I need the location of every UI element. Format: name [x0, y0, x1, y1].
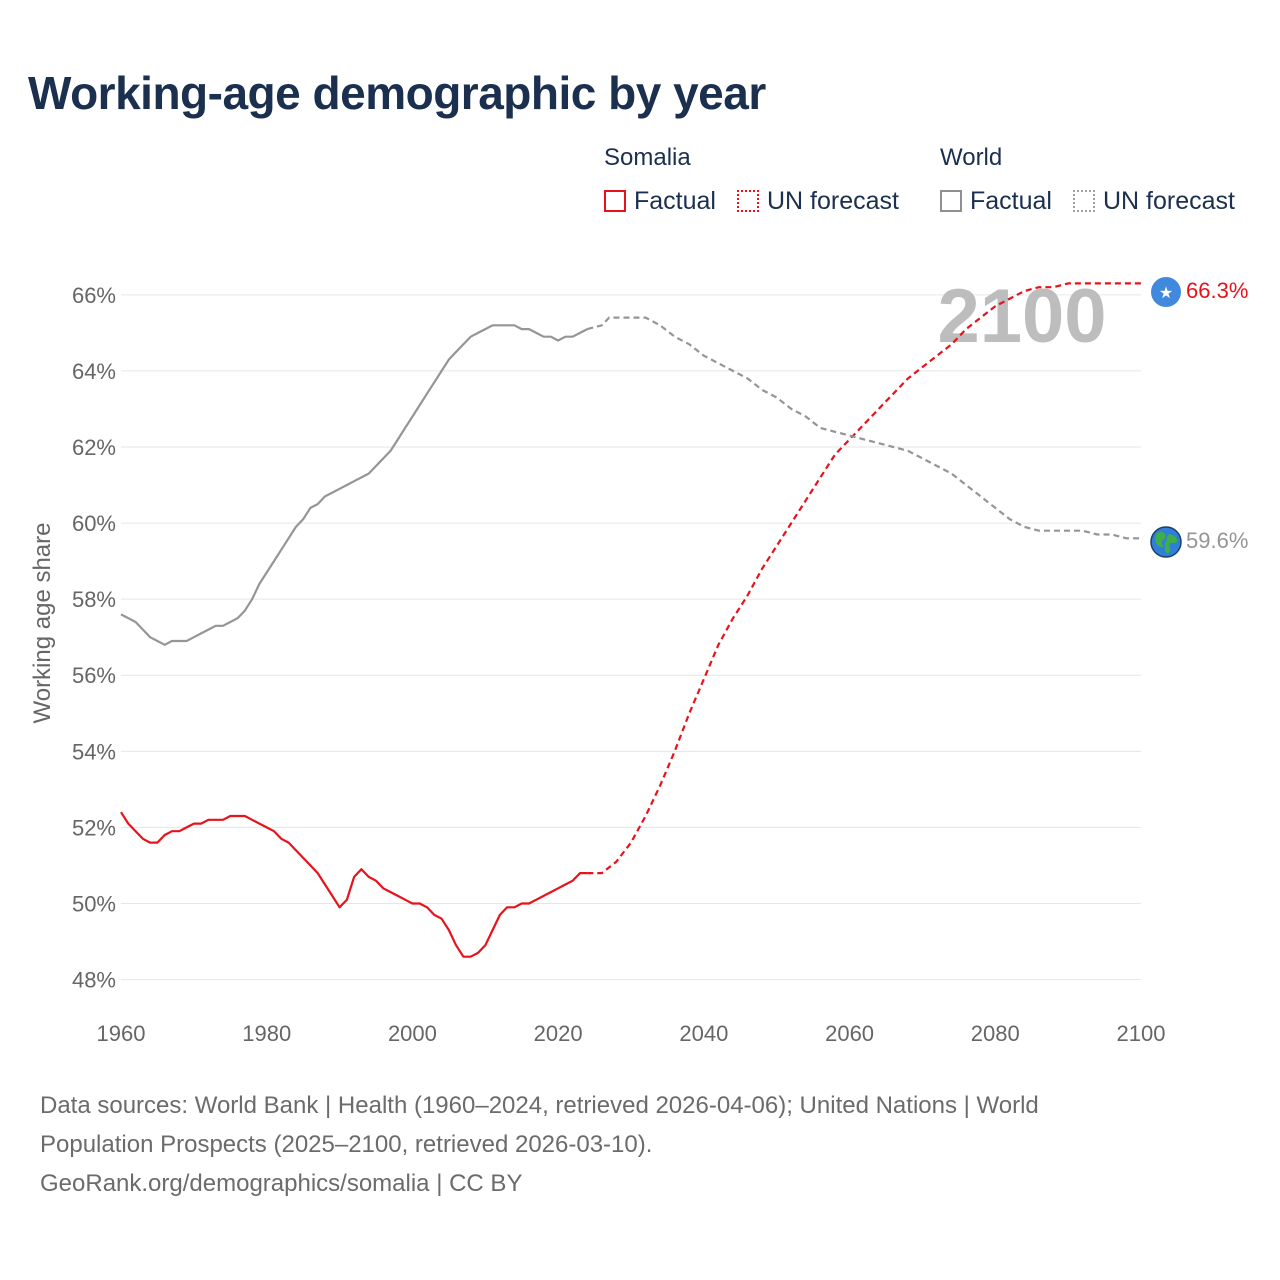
legend-swatch-somalia-factual — [604, 190, 626, 212]
legend-world-forecast-label: UN forecast — [1103, 186, 1235, 215]
globe-icon — [1150, 526, 1182, 558]
y-tick-label: 56% — [72, 663, 116, 688]
line-chart: 2100 48% 50% 52% 54% 56% 58% 60% 62% 64% 66% 1960… — [29, 274, 1248, 1046]
y-tick-label: 66% — [72, 283, 116, 308]
legend-somalia-factual-label: Factual — [634, 186, 716, 215]
footer-source-line-1: Data sources: World Bank | Health (1960–… — [40, 1092, 1039, 1119]
legend-somalia-factual[interactable]: Factual — [604, 186, 716, 216]
x-tick-label: 2020 — [534, 1021, 583, 1046]
x-tick-label: 2060 — [825, 1021, 874, 1046]
x-tick-label: 2100 — [1117, 1021, 1166, 1046]
y-tick-label: 62% — [72, 435, 116, 460]
somalia-flag-icon: ★ — [1151, 277, 1181, 307]
legend-somalia-forecast[interactable]: UN forecast — [737, 186, 899, 216]
year-overlay: 2100 — [937, 274, 1106, 359]
legend-swatch-somalia-forecast — [737, 190, 759, 212]
x-tick-label: 2000 — [388, 1021, 437, 1046]
series-lines — [120, 282, 1141, 958]
y-tick-label: 52% — [72, 815, 116, 840]
series-world-factual-line — [120, 324, 588, 646]
legend-somalia-label: Somalia — [604, 144, 691, 171]
gridlines — [121, 294, 1141, 981]
series-world-forecast-line — [587, 316, 1141, 540]
footer-source-line-2: Population Prospects (2025–2100, retriev… — [40, 1131, 653, 1158]
x-tick-label: 1980 — [242, 1021, 291, 1046]
legend-swatch-world-forecast — [1073, 190, 1095, 212]
legend-somalia-forecast-label: UN forecast — [767, 186, 899, 215]
footer: Data sources: World Bank | Health (1960–… — [40, 1086, 1240, 1203]
y-tick-label: 58% — [72, 587, 116, 612]
x-tick-label: 1960 — [97, 1021, 146, 1046]
legend-world-factual[interactable]: Factual — [940, 186, 1052, 216]
legend-world-label: World — [940, 144, 1003, 171]
legend-swatch-world-factual — [940, 190, 962, 212]
y-tick-label: 64% — [72, 359, 116, 384]
y-tick-label: 54% — [72, 739, 116, 764]
x-tick-label: 2080 — [971, 1021, 1020, 1046]
y-tick-label: 60% — [72, 511, 116, 536]
svg-text:★: ★ — [1159, 283, 1173, 302]
somalia-end-label: 66.3% — [1186, 278, 1248, 303]
series-somalia-forecast-line — [587, 282, 1141, 875]
y-tick-label: 50% — [72, 891, 116, 916]
legend-world-forecast[interactable]: UN forecast — [1073, 186, 1235, 216]
footer-attribution: GeoRank.org/demographics/somalia | CC BY — [40, 1170, 523, 1197]
legend-world-factual-label: Factual — [970, 186, 1052, 215]
y-axis-title: Working age share — [29, 523, 56, 724]
series-somalia-factual-line — [120, 811, 588, 958]
x-tick-label: 2040 — [679, 1021, 728, 1046]
x-axis-ticks: 1960 1980 2000 2020 2040 2060 2080 2100 — [97, 1021, 1166, 1046]
y-axis-ticks: 48% 50% 52% 54% 56% 58% 60% 62% 64% 66% — [72, 283, 116, 993]
world-end-label: 59.6% — [1186, 528, 1248, 553]
chart-title: Working-age demographic by year — [28, 67, 766, 119]
y-tick-label: 48% — [72, 968, 116, 993]
